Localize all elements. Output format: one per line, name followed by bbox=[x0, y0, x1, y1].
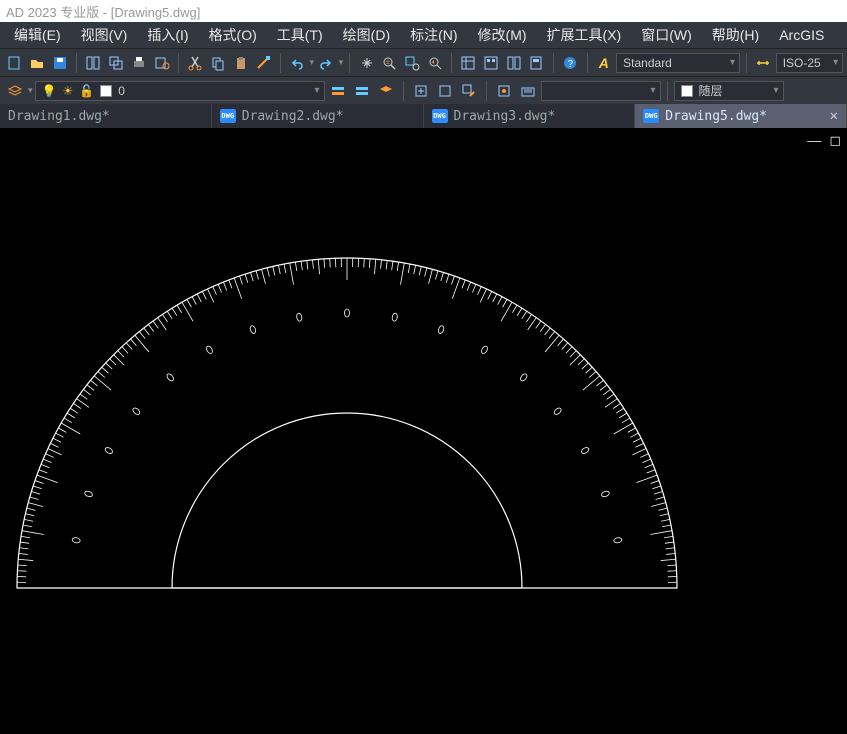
toolbar-separator bbox=[349, 53, 350, 73]
color-selector[interactable]: 随层 bbox=[674, 81, 784, 101]
drawing-canvas[interactable]: — ◻ bbox=[0, 128, 847, 734]
new-file-icon[interactable] bbox=[4, 52, 25, 74]
menu-modify[interactable]: 修改(M) bbox=[468, 22, 537, 48]
dim-style-icon[interactable] bbox=[753, 52, 774, 74]
dwg-file-icon: DWG bbox=[432, 109, 448, 123]
close-tab-icon[interactable]: ✕ bbox=[830, 108, 838, 124]
undo-dropdown-icon[interactable]: ▾ bbox=[309, 57, 314, 68]
block-create-icon[interactable] bbox=[434, 80, 456, 102]
zoom-previous-icon[interactable] bbox=[424, 52, 445, 74]
text-style-value: Standard bbox=[623, 56, 672, 70]
title-bar: AD 2023 专业版 - [Drawing5.dwg] bbox=[0, 0, 847, 22]
layer-freeze-icon: ☀ bbox=[62, 84, 73, 98]
layer-states-icon[interactable] bbox=[327, 80, 349, 102]
toolbar-separator bbox=[451, 53, 452, 73]
app-title: AD 2023 专业版 - [Drawing5.dwg] bbox=[6, 2, 200, 21]
redo-dropdown-icon[interactable]: ▾ bbox=[339, 57, 344, 68]
redo-icon[interactable] bbox=[316, 52, 337, 74]
document-tabs: Drawing1.dwg* DWG Drawing2.dwg* DWG Draw… bbox=[0, 104, 847, 128]
menu-bar: 编辑(E) 视图(V) 插入(I) 格式(O) 工具(T) 绘图(D) 标注(N… bbox=[0, 22, 847, 48]
save-icon[interactable] bbox=[49, 52, 70, 74]
dwg-file-icon: DWG bbox=[643, 109, 659, 123]
layer-toolbar: ▾ 💡 ☀ 🔓 0 随层 bbox=[0, 76, 847, 104]
window-tile-icon[interactable] bbox=[83, 52, 104, 74]
color-value: 随层 bbox=[699, 82, 723, 99]
design-center-icon[interactable] bbox=[481, 52, 502, 74]
toolbar-separator bbox=[486, 81, 487, 101]
menu-dimension[interactable]: 标注(N) bbox=[400, 22, 467, 48]
menu-window[interactable]: 窗口(W) bbox=[631, 22, 702, 48]
menu-view[interactable]: 视图(V) bbox=[71, 22, 138, 48]
svg-text:±: ± bbox=[386, 59, 390, 66]
menu-edit[interactable]: 编辑(E) bbox=[4, 22, 71, 48]
menu-draw[interactable]: 绘图(D) bbox=[333, 22, 400, 48]
layer-selector[interactable]: 💡 ☀ 🔓 0 bbox=[35, 81, 325, 101]
window-cascade-icon[interactable] bbox=[106, 52, 127, 74]
open-file-icon[interactable] bbox=[27, 52, 48, 74]
toolbar-separator bbox=[178, 53, 179, 73]
mdi-window-controls: — ◻ bbox=[807, 132, 841, 149]
menu-arcgis[interactable]: ArcGIS bbox=[769, 24, 834, 46]
menu-help[interactable]: 帮助(H) bbox=[702, 22, 769, 48]
zoom-realtime-icon[interactable]: ± bbox=[379, 52, 400, 74]
tool-palettes-icon[interactable] bbox=[503, 52, 524, 74]
tab-label: Drawing1.dwg* bbox=[8, 109, 110, 124]
paste-icon[interactable] bbox=[230, 52, 251, 74]
layer-name: 0 bbox=[118, 84, 125, 98]
menu-extend[interactable]: 扩展工具(X) bbox=[537, 22, 632, 48]
toolbar-separator bbox=[403, 81, 404, 101]
dim-style-value: ISO-25 bbox=[783, 56, 821, 70]
block-name-dropdown[interactable] bbox=[541, 81, 661, 101]
doc-tab-drawing3[interactable]: DWG Drawing3.dwg* bbox=[424, 104, 636, 128]
toolbar-separator bbox=[667, 81, 668, 101]
block-insert-icon[interactable] bbox=[410, 80, 432, 102]
print-icon[interactable] bbox=[129, 52, 150, 74]
protractor-drawing bbox=[12, 238, 692, 608]
menu-insert[interactable]: 插入(I) bbox=[137, 22, 198, 48]
toolbar-separator bbox=[587, 53, 588, 73]
xref-manage-icon[interactable] bbox=[517, 80, 539, 102]
dwg-file-icon: DWG bbox=[220, 109, 236, 123]
layer-lock-icon: 🔓 bbox=[79, 84, 94, 98]
text-style-icon[interactable]: A bbox=[593, 52, 614, 74]
doc-tab-drawing1[interactable]: Drawing1.dwg* bbox=[0, 104, 212, 128]
tab-label: Drawing2.dwg* bbox=[242, 109, 344, 124]
main-toolbar: ▾ ▾ ± ? A Standard ISO-25 bbox=[0, 48, 847, 76]
match-prop-icon[interactable] bbox=[253, 52, 274, 74]
print-preview-icon[interactable] bbox=[151, 52, 172, 74]
zoom-window-icon[interactable] bbox=[402, 52, 423, 74]
tab-label: Drawing3.dwg* bbox=[454, 109, 556, 124]
help-icon[interactable]: ? bbox=[560, 52, 581, 74]
text-style-dropdown[interactable]: Standard bbox=[616, 53, 740, 73]
xref-attach-icon[interactable] bbox=[493, 80, 515, 102]
block-edit-icon[interactable] bbox=[458, 80, 480, 102]
svg-text:?: ? bbox=[568, 59, 574, 70]
menu-format[interactable]: 格式(O) bbox=[199, 22, 267, 48]
toolbar-separator bbox=[280, 53, 281, 73]
toolbar-separator bbox=[746, 53, 747, 73]
toolbar-separator bbox=[553, 53, 554, 73]
tab-label: Drawing5.dwg* bbox=[665, 109, 767, 124]
cut-icon[interactable] bbox=[185, 52, 206, 74]
copy-icon[interactable] bbox=[208, 52, 229, 74]
doc-tab-drawing2[interactable]: DWG Drawing2.dwg* bbox=[212, 104, 424, 128]
maximize-icon[interactable]: ◻ bbox=[829, 132, 841, 149]
toolbar-separator bbox=[76, 53, 77, 73]
pan-icon[interactable] bbox=[356, 52, 377, 74]
properties-icon[interactable] bbox=[458, 52, 479, 74]
layer-previous-icon[interactable] bbox=[351, 80, 373, 102]
layer-dropdown-arrow-icon[interactable]: ▾ bbox=[28, 85, 33, 96]
color-swatch bbox=[681, 85, 693, 97]
minimize-icon[interactable]: — bbox=[807, 132, 821, 149]
doc-tab-drawing5[interactable]: DWG Drawing5.dwg* ✕ bbox=[635, 104, 847, 128]
layer-lightbulb-icon: 💡 bbox=[42, 84, 57, 98]
calculator-icon[interactable] bbox=[526, 52, 547, 74]
layer-iso-icon[interactable] bbox=[375, 80, 397, 102]
layer-color-swatch bbox=[100, 85, 112, 97]
dim-style-dropdown[interactable]: ISO-25 bbox=[776, 53, 843, 73]
undo-icon[interactable] bbox=[287, 52, 308, 74]
menu-tools[interactable]: 工具(T) bbox=[267, 22, 333, 48]
layer-manager-icon[interactable] bbox=[4, 80, 26, 102]
